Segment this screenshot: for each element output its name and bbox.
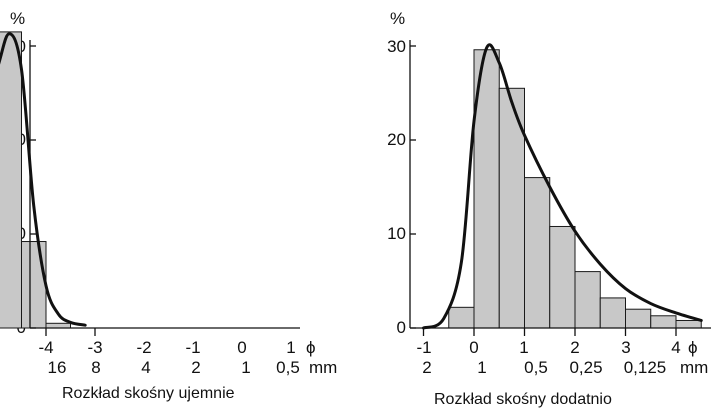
x-phi-tick-label-right: 0 <box>469 338 478 357</box>
x-phi-tick-label-right: -1 <box>416 338 431 357</box>
x-phi-tick-label-left: -1 <box>185 338 200 357</box>
histogram-bar <box>625 308 652 329</box>
histogram-bar <box>549 225 576 329</box>
x-mm-tick-label-right: 0,25 <box>569 358 602 377</box>
x-mm-tick-label-left: 16 <box>48 358 67 377</box>
x-phi-tick-label-right: 4 <box>671 338 680 357</box>
distribution-curve-right <box>422 43 703 330</box>
histogram-bar <box>45 322 71 329</box>
x-mm-tick-label-left: 2 <box>191 358 200 377</box>
x-phi-tick-label-left: 0 <box>237 338 246 357</box>
x-mm-tick-label-left: 1 <box>241 358 250 377</box>
histogram-bar <box>21 241 47 329</box>
y-unit-label-left: % <box>10 9 25 28</box>
x-phi-tick-label-right: 2 <box>570 338 579 357</box>
panel-negative-skew: % 30 20 10 0 -4 -3 -2 -1 0 1 ϕ 16 8 4 2 … <box>0 9 337 402</box>
panel-positive-skew: % 30 20 10 0 -1 0 1 2 3 4 ϕ 2 1 0,5 0,25… <box>387 9 711 408</box>
x-ticks-right <box>422 328 677 336</box>
histogram-bar <box>574 271 601 329</box>
mm-unit-left: mm <box>309 358 337 377</box>
bars-left <box>0 31 71 329</box>
histogram-bar <box>448 306 475 329</box>
x-mm-tick-label-left: 8 <box>91 358 100 377</box>
histogram-bar <box>0 31 22 329</box>
histogram-bar <box>650 315 677 329</box>
y-tick-label-right: 0 <box>397 318 406 337</box>
y-tick-label-right: 20 <box>387 130 406 149</box>
y-ticks-left <box>30 45 36 329</box>
caption-left: Rozkład skośny ujemnie <box>62 385 235 402</box>
phi-symbol-right: ϕ <box>688 338 698 357</box>
y-tick-label-right: 10 <box>387 224 406 243</box>
x-mm-tick-label-right: 0,125 <box>624 358 667 377</box>
x-phi-tick-label-left: -3 <box>87 338 102 357</box>
x-phi-tick-label-left: -2 <box>136 338 151 357</box>
histogram-bar <box>524 177 551 329</box>
histogram-bar <box>675 319 702 329</box>
x-mm-tick-label-right: 0,5 <box>524 358 548 377</box>
y-unit-label-right: % <box>390 9 405 28</box>
x-phi-tick-label-left: 1 <box>286 338 295 357</box>
x-mm-tick-label-left: 0,5 <box>276 358 300 377</box>
x-phi-tick-label-right: 1 <box>519 338 528 357</box>
x-mm-tick-label-left: 4 <box>141 358 150 377</box>
x-mm-tick-label-right: 1 <box>477 358 486 377</box>
caption-right: Rozkład skośny dodatnio <box>434 391 612 408</box>
distribution-curve-left <box>0 32 87 327</box>
y-tick-label-right: 30 <box>387 37 406 56</box>
x-phi-tick-label-right: 3 <box>621 338 630 357</box>
x-mm-tick-label-right: 2 <box>422 358 431 377</box>
x-phi-tick-label-left: -4 <box>38 338 53 357</box>
histogram-bar <box>599 297 626 329</box>
mm-unit-right: mm <box>680 358 708 377</box>
bars-right <box>448 49 702 329</box>
phi-symbol-left: ϕ <box>306 338 316 357</box>
y-ticks-right <box>410 45 416 329</box>
x-ticks-left <box>45 328 96 336</box>
